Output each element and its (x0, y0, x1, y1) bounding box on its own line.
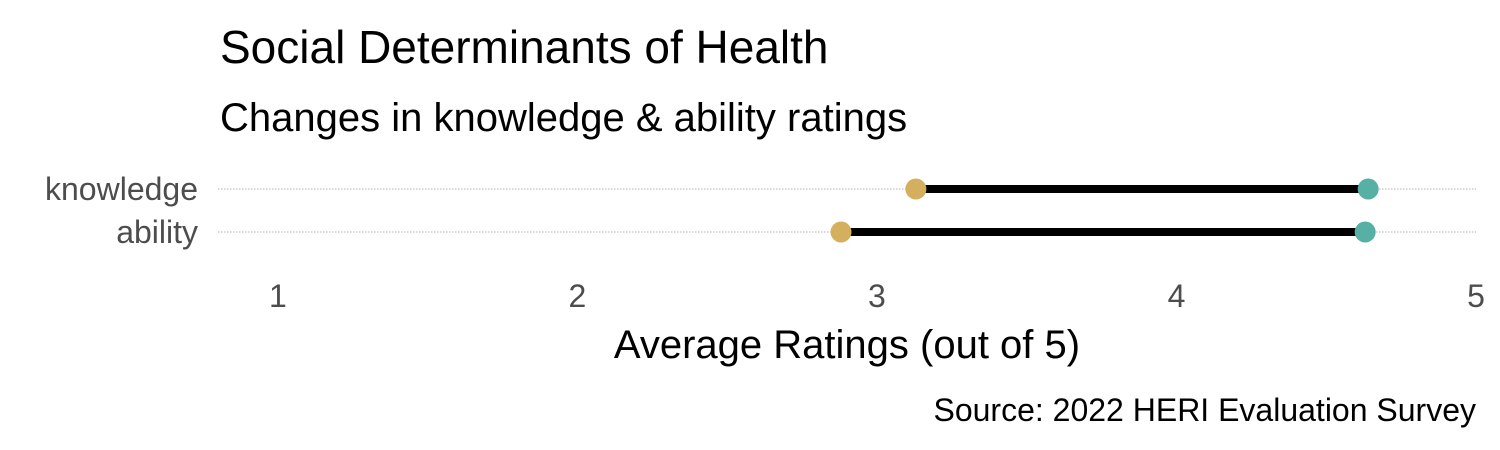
x-tick-label-4: 4 (1168, 278, 1186, 314)
x-axis-tick-labels: 1 2 3 4 5 (269, 278, 1485, 314)
dumbbell-segments (841, 185, 1369, 236)
category-label-knowledge: knowledge (45, 171, 198, 207)
x-tick-label-3: 3 (868, 278, 886, 314)
x-axis-title: Average Ratings (out of 5) (614, 323, 1080, 367)
x-tick-label-2: 2 (569, 278, 587, 314)
chart-title: Social Determinants of Health (220, 21, 829, 73)
category-labels: knowledge ability (45, 171, 198, 250)
dumbbell-points (830, 178, 1379, 243)
x-tick-label-5: 5 (1467, 278, 1485, 314)
x-tick-label-1: 1 (269, 278, 287, 314)
point-before-knowledge (905, 178, 927, 200)
point-after-ability (1354, 221, 1376, 243)
point-after-knowledge (1357, 178, 1379, 200)
category-label-ability: ability (116, 214, 198, 250)
chart-subtitle: Changes in knowledge & ability ratings (220, 96, 907, 140)
chart-caption: Source: 2022 HERI Evaluation Survey (933, 392, 1476, 428)
point-before-ability (830, 221, 852, 243)
